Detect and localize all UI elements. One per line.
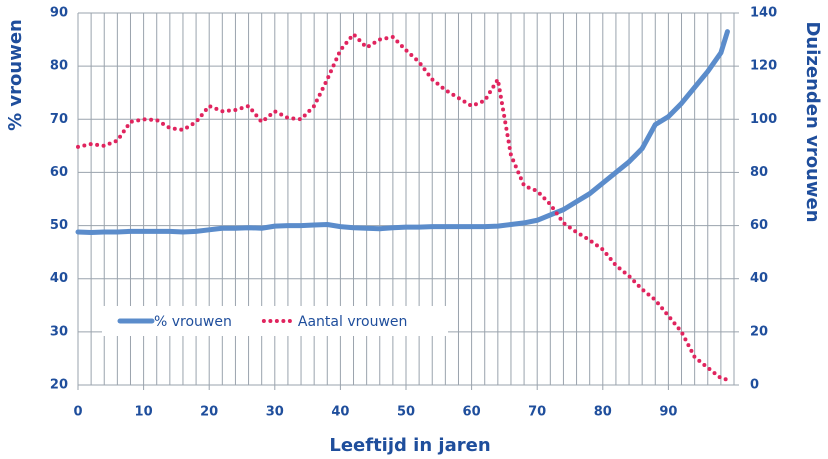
y2-axis-title: Duizenden vrouwen: [802, 21, 823, 222]
series-line: [75, 29, 730, 235]
y-axis-title: % vrouwen: [5, 19, 26, 131]
y2-tick-label: 40: [750, 271, 768, 286]
y2-tick-label: 0: [750, 378, 759, 393]
y2-tick-label: 140: [750, 6, 777, 21]
y-tick-label: 70: [50, 112, 68, 127]
y-tick-label: 20: [50, 378, 68, 393]
x-tick-label: 70: [528, 405, 546, 420]
legend-label: Aantal vrouwen: [298, 314, 408, 330]
series-line: [76, 32, 730, 382]
x-tick-label: 50: [397, 405, 415, 420]
y2-tick-label: 60: [750, 218, 768, 233]
y2-tick-label: 100: [750, 112, 777, 127]
y-tick-label: 30: [50, 324, 68, 339]
y-tick-label: 60: [50, 165, 68, 180]
x-tick-label: 90: [659, 405, 677, 420]
x-tick-label: 30: [266, 405, 284, 420]
y2-tick-label: 20: [750, 324, 768, 339]
y2-tick-label: 80: [750, 165, 768, 180]
x-axis-title: Leeftijd in jaren: [329, 435, 490, 456]
x-tick-label: 0: [73, 405, 82, 420]
x-tick-label: 40: [331, 405, 349, 420]
y-tick-label: 50: [50, 218, 68, 233]
x-tick-label: 80: [594, 405, 612, 420]
y2-tick-label: 120: [750, 59, 777, 74]
x-tick-label: 60: [463, 405, 481, 420]
y-tick-label: 90: [50, 6, 68, 21]
x-tick-label: 20: [200, 405, 218, 420]
y-tick-label: 40: [50, 271, 68, 286]
y-tick-label: 80: [50, 59, 68, 74]
legend-label: % vrouwen: [154, 314, 232, 330]
x-tick-label: 10: [135, 405, 153, 420]
legend: % vrouwen Aantal vrouwen: [102, 306, 448, 336]
